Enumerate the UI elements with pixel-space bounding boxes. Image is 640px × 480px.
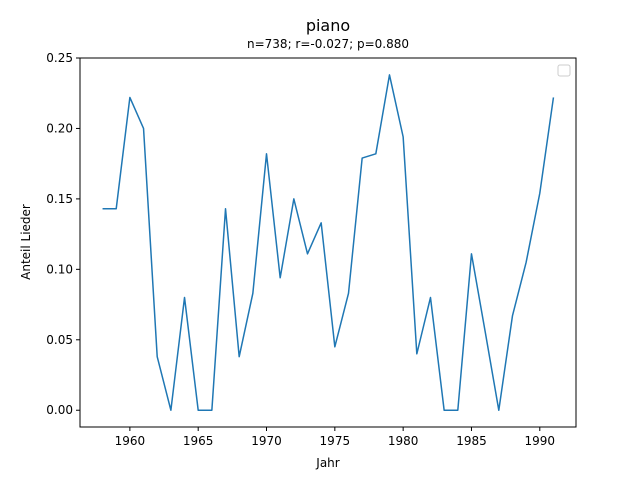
y-axis-ticks: 0.00 0.05 0.10 0.15 0.20 0.25: [46, 51, 80, 417]
y-tick-label: 0.10: [46, 262, 73, 276]
plot-area: 1960 1965 1970 1975 1980 1985 1990 0.00 0.05 0.1…: [46, 51, 577, 448]
x-axis-label: Jahr: [315, 456, 339, 470]
y-axis-label: Anteil Lieder: [19, 204, 33, 280]
x-tick-label: 1970: [251, 434, 282, 448]
y-tick-label: 0.15: [46, 192, 73, 206]
y-tick-label: 0.00: [46, 403, 73, 417]
legend-box: [557, 64, 571, 77]
series-line: [102, 74, 555, 411]
y-tick-label: 0.05: [46, 333, 73, 347]
x-tick-label: 1990: [525, 434, 556, 448]
x-axis-ticks: 1960 1965 1970 1975 1980 1985 1990: [115, 427, 555, 448]
chart-subtitle: n=738; r=-0.027; p=0.880: [247, 37, 409, 51]
y-tick-label: 0.25: [46, 51, 73, 65]
x-tick-label: 1980: [388, 434, 419, 448]
y-tick-label: 0.20: [46, 121, 73, 135]
x-tick-label: 1965: [183, 434, 214, 448]
x-tick-label: 1975: [320, 434, 351, 448]
x-tick-label: 1960: [115, 434, 146, 448]
axes-frame: [79, 57, 577, 428]
chart-title: piano: [306, 16, 350, 35]
x-tick-label: 1985: [456, 434, 487, 448]
